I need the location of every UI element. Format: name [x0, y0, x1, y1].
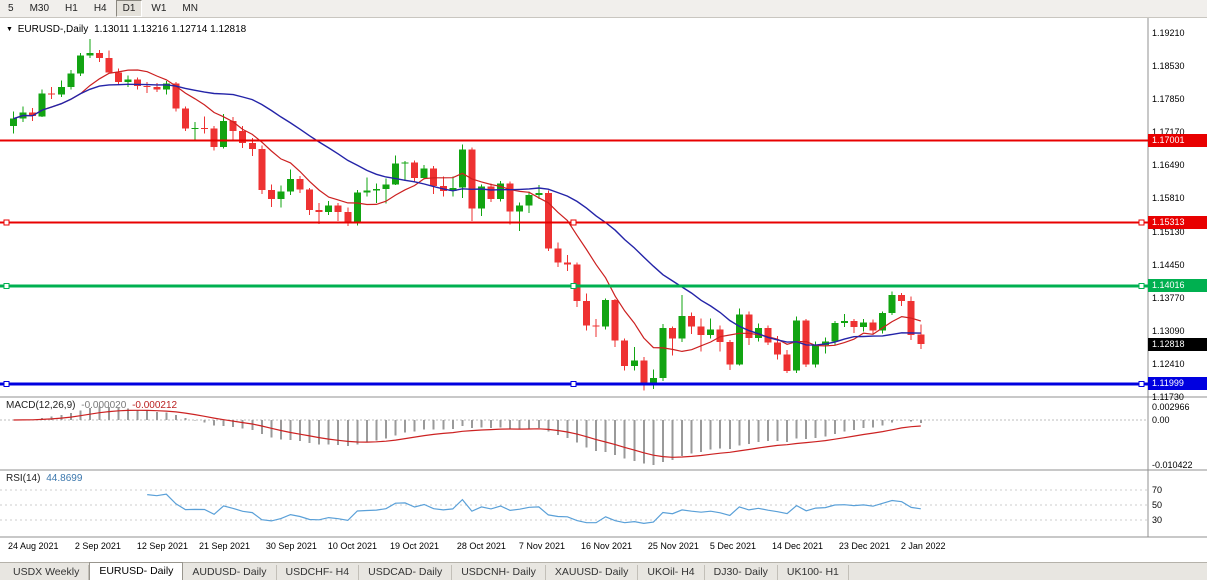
- chart-tab-xauusd-daily[interactable]: XAUUSD- Daily: [546, 565, 639, 580]
- date-axis-label: 25 Nov 2021: [647, 541, 699, 551]
- rsi-header: RSI(14) 44.8699: [6, 473, 82, 484]
- timeframe-button-5[interactable]: 5: [8, 3, 14, 14]
- macd-label: MACD(12,26,9): [6, 400, 76, 411]
- macd-header: MACD(12,26,9) -0.000020 -0.000212: [6, 400, 177, 411]
- timeframe-button-m30[interactable]: M30: [29, 3, 50, 14]
- price-line-badge: 1.11999: [1148, 377, 1207, 391]
- price-axis: 1.19210 1.18530 1.17850 1.17170 1.16490 1.158…: [1148, 0, 1207, 580]
- moving-averages: [13, 69, 921, 353]
- chart-tabs-bar: USDX Weekly EURUSD- Daily AUDUSD- Daily USD…: [0, 562, 1207, 580]
- price-axis-label: 1.14450: [1152, 259, 1185, 270]
- candles: [10, 38, 925, 391]
- chart-tab-usdx-weekly[interactable]: USDX Weekly: [4, 565, 90, 580]
- price-line-badge: 1.15313: [1148, 216, 1207, 230]
- chart-symbol-header: ▼ EURUSD-,Daily 1.13011 1.13216 1.12714 …: [6, 24, 246, 35]
- price-axis-label: 1.19210: [1152, 28, 1185, 38]
- date-axis-label: 28 Oct 2021: [456, 541, 506, 551]
- price-axis-label: 1.18530: [1152, 61, 1185, 72]
- rsi-value: 44.8699: [46, 473, 83, 484]
- price-axis-label: 1.13090: [1152, 325, 1185, 336]
- symbol-timeframe-label: EURUSD-,Daily: [17, 24, 89, 35]
- macd-indicator: [0, 406, 1148, 465]
- price-axis-label: 1.17170: [1152, 127, 1185, 138]
- chart-tab-dj30-daily[interactable]: DJ30- Daily: [705, 565, 778, 580]
- date-axis-label: 16 Nov 2021: [581, 541, 633, 551]
- price-axis-label: 1.17850: [1152, 94, 1185, 105]
- chart-tab-audusd-daily[interactable]: AUDUSD- Daily: [183, 565, 277, 580]
- timeframe-button-h4[interactable]: H4: [93, 3, 107, 14]
- date-axis-label: 7 Nov 2021: [518, 541, 565, 551]
- panel-borders: [0, 17, 1207, 538]
- price-line-badge: 1.17001: [1148, 134, 1207, 147]
- price-axis-label: 1.12410: [1152, 358, 1185, 369]
- chart-tab-usdchf-h4[interactable]: USDCHF- H4: [277, 565, 360, 580]
- date-axis-label: 30 Sep 2021: [265, 541, 317, 551]
- price-axis-label: 1.13770: [1152, 292, 1185, 303]
- date-axis-label: 2 Sep 2021: [74, 541, 121, 551]
- date-axis-label: 12 Sep 2021: [136, 541, 188, 551]
- macd-main-value: -0.000020: [81, 400, 127, 411]
- timeframe-button-h1[interactable]: H1: [65, 3, 78, 14]
- macd-axis-label: -0.010422: [1152, 460, 1193, 471]
- chart-tab-ukoil-h4[interactable]: UKOil- H4: [638, 565, 705, 580]
- date-axis-label: 23 Dec 2021: [838, 541, 890, 551]
- date-axis-label: 14 Dec 2021: [772, 541, 824, 551]
- timeframe-button-w1[interactable]: W1: [151, 3, 167, 14]
- chart-tab-uk100-h1[interactable]: UK100- H1: [778, 565, 849, 580]
- horizontal-price-lines[interactable]: [0, 139, 1148, 387]
- macd-axis-label: 0.00: [1152, 415, 1170, 425]
- date-axis-label: 24 Aug 2021: [8, 541, 59, 551]
- ohlc-values: 1.13011 1.13216 1.12714 1.12818: [94, 24, 247, 35]
- price-axis-label: 1.15130: [1152, 226, 1185, 237]
- timeframe-button-d1[interactable]: D1: [115, 0, 143, 17]
- date-axis-label: 5 Dec 2021: [709, 541, 756, 551]
- date-axis-label: 10 Oct 2021: [327, 541, 377, 551]
- chart-tab-usdcad-daily[interactable]: USDCAD- Daily: [359, 565, 453, 580]
- rsi-indicator: [0, 489, 1148, 525]
- rsi-axis-label: 30: [1152, 515, 1163, 525]
- price-axis-label: 1.11730: [1152, 392, 1184, 402]
- date-axis-label: 2 Jan 2022: [900, 541, 946, 551]
- rsi-axis-label: 50: [1152, 500, 1163, 510]
- date-axis: 24 Aug 2021 2 Sep 2021 12 Sep 2021 21 Sep 2…: [0, 541, 1148, 555]
- price-axis-label: 1.15810: [1152, 193, 1185, 204]
- chart-tab-eurusd-daily[interactable]: EURUSD- Daily: [89, 562, 184, 580]
- timeframe-toolbar: 5 M30 H1 H4 D1 W1 MN: [0, 0, 1207, 18]
- timeframe-button-mn[interactable]: MN: [182, 3, 198, 14]
- rsi-label: RSI(14): [6, 473, 41, 484]
- macd-signal-value: -0.000212: [132, 400, 178, 411]
- chart-tab-usdcnh-daily[interactable]: USDCNH- Daily: [452, 565, 546, 580]
- rsi-axis-label: 70: [1152, 485, 1163, 495]
- chevron-down-icon[interactable]: ▼: [6, 26, 13, 33]
- date-axis-label: 21 Sep 2021: [199, 541, 251, 551]
- price-line-badge: 1.14016: [1148, 279, 1207, 293]
- price-axis-label: 1.16490: [1152, 160, 1185, 171]
- price-line-badge: 1.12818: [1148, 337, 1207, 351]
- macd-axis-label: 0.002966: [1152, 402, 1190, 413]
- date-axis-label: 19 Oct 2021: [390, 541, 440, 551]
